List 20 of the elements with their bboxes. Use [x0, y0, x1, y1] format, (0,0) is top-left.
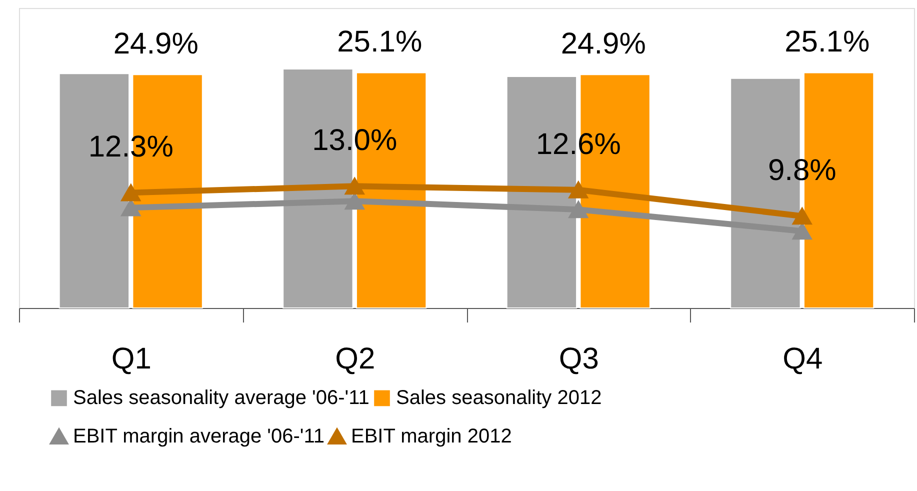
data-label: 24.9%	[560, 28, 646, 61]
legend-label: Sales seasonality average '06-'11	[73, 387, 370, 410]
point	[568, 181, 588, 198]
data-label: 25.1%	[784, 26, 870, 59]
legend-label: EBIT margin 2012	[351, 425, 512, 448]
x-tick-label: Q1	[111, 342, 152, 376]
x-tick-label: Q3	[558, 342, 599, 376]
data-label: 24.9%	[113, 28, 198, 61]
point	[121, 199, 141, 216]
point	[344, 178, 364, 195]
legend-label: EBIT margin average '06-'11	[73, 425, 324, 448]
data-label: 25.1%	[337, 26, 422, 59]
x-tick-label: Q4	[782, 342, 823, 376]
point	[792, 222, 812, 240]
point	[792, 208, 812, 225]
point	[121, 184, 141, 202]
point	[344, 192, 364, 210]
legend-label: Sales seasonality 2012	[396, 387, 602, 410]
point	[568, 201, 588, 218]
x-tick-label: Q2	[335, 342, 376, 376]
